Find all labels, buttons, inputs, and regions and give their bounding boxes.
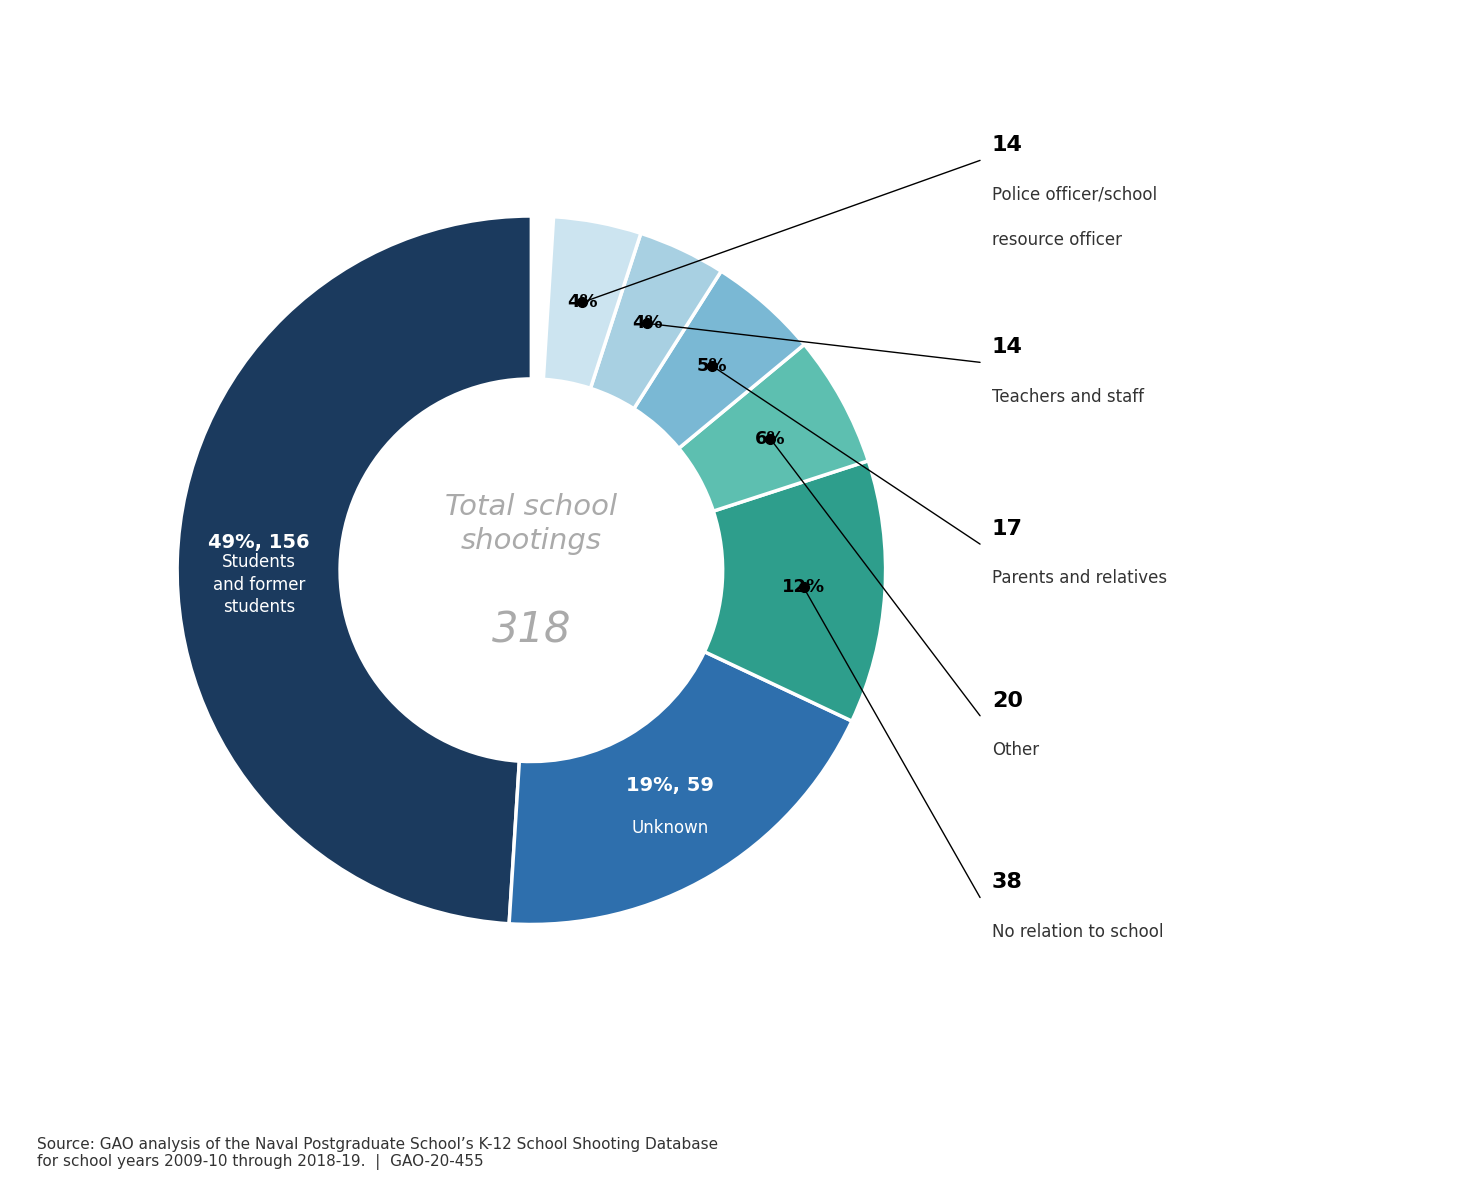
Circle shape bbox=[339, 379, 723, 762]
Text: 6%: 6% bbox=[756, 430, 785, 448]
Text: 5%: 5% bbox=[697, 356, 728, 374]
Text: Total school
shootings: Total school shootings bbox=[446, 493, 617, 556]
Wedge shape bbox=[679, 345, 868, 511]
Wedge shape bbox=[177, 216, 531, 924]
Text: 38: 38 bbox=[992, 872, 1023, 892]
Text: No relation to school: No relation to school bbox=[992, 923, 1163, 941]
Text: resource officer: resource officer bbox=[992, 230, 1122, 249]
Wedge shape bbox=[590, 233, 722, 409]
Text: Unknown: Unknown bbox=[632, 819, 708, 838]
Text: 17: 17 bbox=[992, 519, 1023, 539]
Text: 49%, 156: 49%, 156 bbox=[208, 532, 310, 551]
Text: 4%: 4% bbox=[567, 293, 598, 311]
Text: Source: GAO analysis of the Naval Postgraduate School’s K-12 School Shooting Dat: Source: GAO analysis of the Naval Postgr… bbox=[37, 1137, 717, 1170]
Text: Parents and relatives: Parents and relatives bbox=[992, 569, 1168, 587]
Wedge shape bbox=[704, 461, 886, 721]
Text: 4%: 4% bbox=[632, 315, 663, 333]
Text: Teachers and staff: Teachers and staff bbox=[992, 387, 1144, 405]
Text: 14: 14 bbox=[992, 135, 1023, 156]
Text: Students
and former
students: Students and former students bbox=[213, 554, 306, 615]
Text: 14: 14 bbox=[992, 337, 1023, 358]
Text: 19%, 59: 19%, 59 bbox=[626, 776, 714, 795]
Text: Police officer/school: Police officer/school bbox=[992, 185, 1157, 203]
Wedge shape bbox=[633, 271, 804, 448]
Text: 20: 20 bbox=[992, 690, 1023, 710]
Text: 12%: 12% bbox=[782, 579, 825, 596]
Text: 318: 318 bbox=[492, 609, 571, 651]
Text: Other: Other bbox=[992, 741, 1039, 759]
Wedge shape bbox=[509, 652, 852, 924]
Wedge shape bbox=[543, 216, 641, 388]
